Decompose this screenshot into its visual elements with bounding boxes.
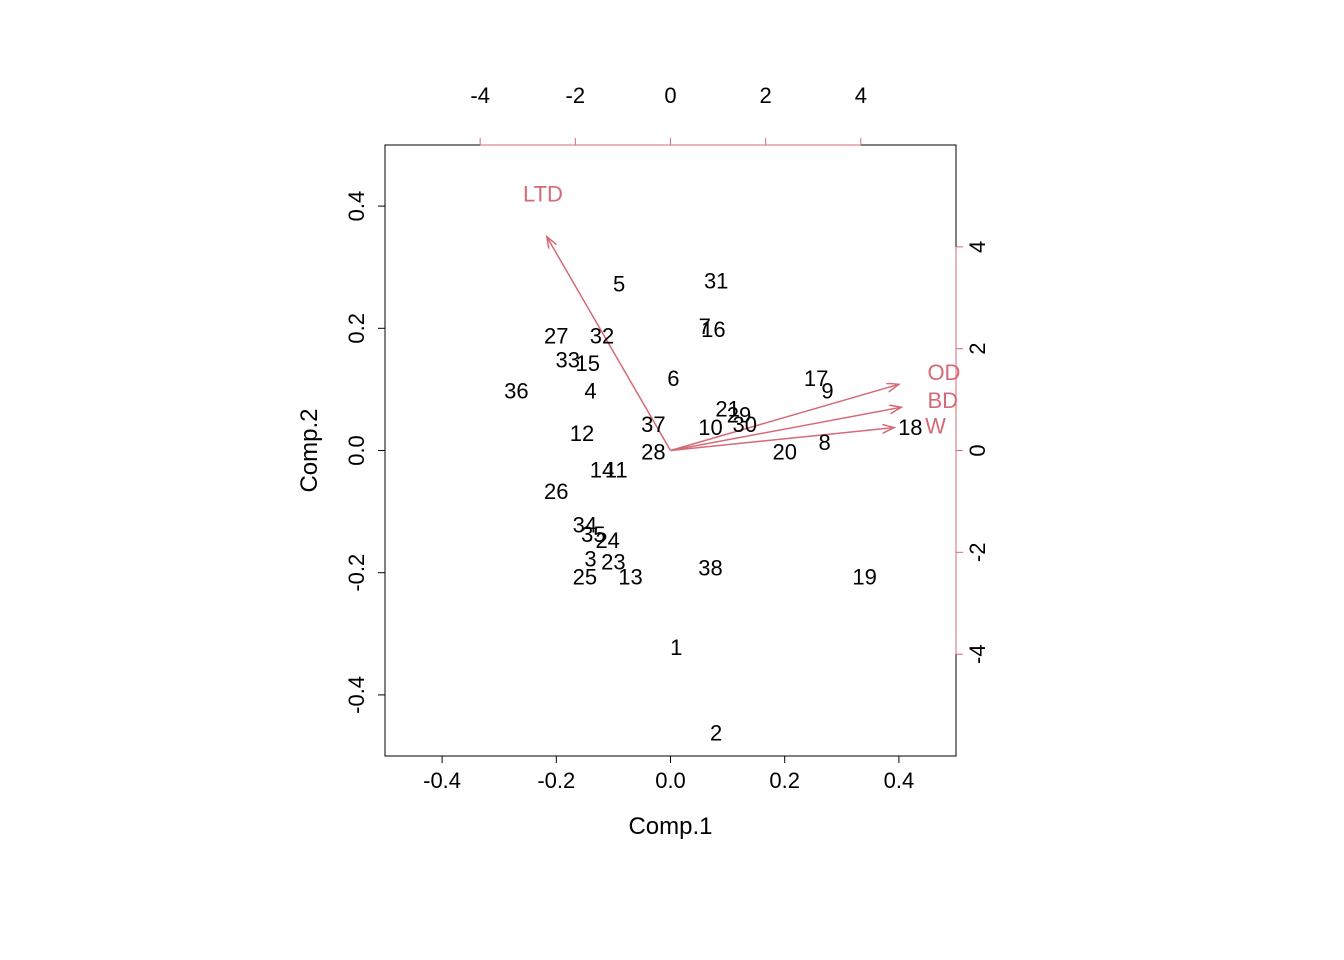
x-tick-label: 0.4 [884,768,915,793]
y-tick-label: 0.2 [344,313,369,344]
biplot-container: -0.4 -0.2 0.0 0.2 0.4 -0.4 -0.2 0.0 0.2 0.4 -4 -2 0 2… [0,0,1344,960]
y-tick-label: -0.4 [344,676,369,714]
y-axis-title: Comp.2 [296,408,323,492]
obs-label: 1 [670,635,682,660]
x2-tick-label: 0 [664,83,676,108]
y2-tick-label: 4 [965,241,990,253]
y-tick-label: 0.4 [344,191,369,222]
y-tick-label: 0.0 [344,435,369,466]
obs-label: 36 [504,378,528,403]
x2-tick-label: 2 [760,83,772,108]
y2-tick-label: 2 [965,343,990,355]
obs-label: 25 [573,565,597,590]
obs-label: 15 [575,351,599,376]
y2-tick-label: -2 [965,543,990,563]
y2-tick-label: -4 [965,644,990,664]
loading-label: BD [927,388,958,413]
x-tick-label: -0.4 [423,768,461,793]
x-tick-label: 0.0 [655,768,686,793]
obs-label: 26 [544,479,568,504]
obs-label: 12 [570,421,594,446]
obs-label: 38 [698,555,722,580]
obs-label: 8 [819,430,831,455]
obs-label: 37 [641,412,665,437]
obs-label: 28 [641,439,665,464]
biplot-svg: -0.4 -0.2 0.0 0.2 0.4 -0.4 -0.2 0.0 0.2 0.4 -4 -2 0 2… [0,0,1344,960]
obs-label: 19 [852,565,876,590]
loading-label: OD [927,360,960,385]
x2-tick-label: -2 [566,83,586,108]
obs-label: 4 [584,378,596,403]
obs-label: 13 [618,565,642,590]
y-tick-label: -0.2 [344,554,369,592]
obs-label: 11 [605,458,628,483]
obs-label: 6 [667,366,679,391]
loading-label: W [925,413,946,438]
x2-tick-label: 4 [855,83,867,108]
obs-label: 32 [590,323,614,348]
x-axis-title: Comp.1 [628,813,712,840]
obs-label: 31 [704,268,728,293]
obs-label: 30 [732,412,756,437]
obs-label: 5 [613,271,625,296]
obs-label: 18 [898,415,922,440]
obs-label: 9 [821,378,833,403]
y2-tick-label: 0 [965,444,990,456]
obs-label: 10 [698,415,722,440]
obs-label: 27 [544,323,568,348]
x-tick-label: -0.2 [537,768,575,793]
obs-label: 16 [701,317,725,342]
obs-label: 2 [710,720,722,745]
obs-label: 20 [772,439,796,464]
loading-label: LTD [523,182,563,207]
x-tick-label: 0.2 [769,768,800,793]
x2-tick-label: -4 [470,83,490,108]
